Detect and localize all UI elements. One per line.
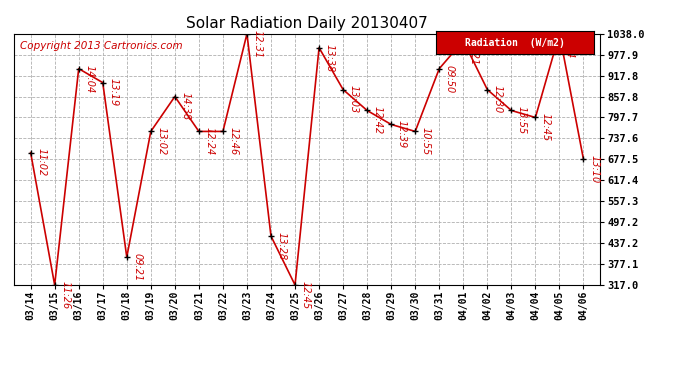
- Text: 12:24: 12:24: [204, 127, 215, 156]
- Text: 14:04: 14:04: [84, 64, 95, 93]
- Text: 13:38: 13:38: [324, 44, 335, 72]
- Text: 13:02: 13:02: [157, 127, 166, 156]
- Text: 12:21: 12:21: [469, 37, 479, 65]
- Text: 12:45: 12:45: [301, 281, 310, 309]
- Text: 12:30: 12:30: [493, 86, 503, 114]
- Text: 14:38: 14:38: [180, 92, 190, 121]
- Text: 09:21: 09:21: [132, 253, 142, 281]
- Text: 12:39: 12:39: [397, 120, 406, 148]
- Text: 12:45: 12:45: [541, 113, 551, 142]
- Text: 13:19: 13:19: [108, 78, 118, 107]
- Text: 11:02: 11:02: [36, 148, 46, 177]
- Text: Copyright 2013 Cartronics.com: Copyright 2013 Cartronics.com: [19, 41, 182, 51]
- Text: 12:46: 12:46: [228, 127, 239, 156]
- Text: 12:42: 12:42: [373, 106, 383, 135]
- Text: 09:50: 09:50: [445, 64, 455, 93]
- Text: 11:26: 11:26: [60, 281, 70, 309]
- Text: 13:55: 13:55: [517, 106, 527, 135]
- Text: 12:31: 12:31: [253, 30, 262, 58]
- Text: 13:03: 13:03: [348, 86, 359, 114]
- Text: 13:28: 13:28: [277, 232, 286, 260]
- Text: 13:10: 13:10: [589, 155, 599, 183]
- Text: 12:44: 12:44: [565, 30, 575, 58]
- Text: 10:55: 10:55: [421, 127, 431, 156]
- Title: Solar Radiation Daily 20130407: Solar Radiation Daily 20130407: [186, 16, 428, 31]
